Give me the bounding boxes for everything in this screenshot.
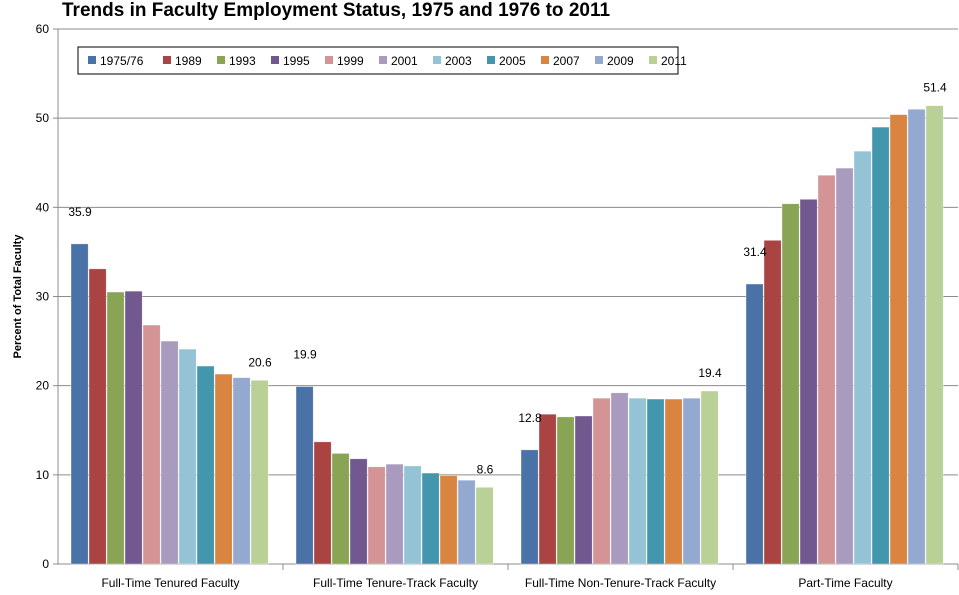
y-tick-label: 10: [36, 468, 50, 482]
bar: [556, 416, 575, 565]
data-label: 35.9: [68, 205, 92, 219]
bar: [745, 283, 764, 565]
chart-title: Trends in Faculty Employment Status, 197…: [62, 0, 611, 21]
bar: [520, 449, 539, 565]
data-label: 20.6: [248, 355, 272, 369]
legend-swatch: [379, 56, 387, 64]
legend-swatch: [163, 56, 171, 64]
legend-label: 2005: [499, 54, 526, 68]
bar: [457, 479, 476, 565]
bar: [628, 397, 647, 565]
legend-label: 2011: [661, 54, 687, 68]
bar: [907, 108, 926, 565]
bar: [88, 268, 107, 565]
data-label: 8.6: [477, 462, 494, 476]
legend-label: 1995: [283, 54, 310, 68]
bar: [70, 243, 89, 565]
legend-label: 2007: [553, 54, 580, 68]
bar: [124, 290, 143, 565]
legend-swatch: [595, 56, 603, 64]
bar: [889, 114, 908, 565]
bar: [538, 413, 557, 565]
bar: [232, 377, 251, 565]
bar: [106, 291, 125, 565]
y-tick-label: 30: [36, 290, 50, 304]
bar: [853, 150, 872, 565]
bar: [817, 174, 836, 565]
bar: [142, 324, 161, 565]
data-label: 31.4: [743, 245, 767, 259]
legend-label: 2001: [391, 54, 418, 68]
legend-label: 2009: [607, 54, 634, 68]
legend-swatch: [433, 56, 441, 64]
bar: [421, 472, 440, 565]
legend-swatch: [217, 56, 225, 64]
legend-swatch: [487, 56, 495, 64]
x-tick-label: Full-Time Non-Tenure-Track Faculty: [525, 576, 716, 590]
legend-swatch: [325, 56, 333, 64]
data-label: 19.9: [293, 348, 317, 362]
bar: [574, 415, 593, 565]
bar: [313, 441, 332, 565]
bar: [295, 386, 314, 565]
legend-swatch: [541, 56, 549, 64]
bar: [385, 463, 404, 565]
legend-label: 2003: [445, 54, 472, 68]
bar: [763, 240, 782, 565]
bar: [781, 203, 800, 565]
data-label: 51.4: [923, 81, 947, 95]
bar: [214, 373, 233, 565]
bar: [250, 380, 269, 565]
bar: [367, 466, 386, 565]
bar: [331, 453, 350, 565]
bar: [439, 475, 458, 565]
y-axis-label: Percent of Total Faculty: [12, 234, 24, 359]
bar: [196, 365, 215, 565]
bar: [925, 105, 944, 565]
y-tick-label: 50: [36, 111, 50, 125]
legend-swatch: [271, 56, 279, 64]
bar: [682, 397, 701, 565]
legend-swatch: [88, 56, 96, 64]
data-label: 19.4: [698, 366, 722, 380]
legend-label: 1975/76: [100, 54, 144, 68]
y-tick-label: 60: [36, 22, 50, 36]
bar: [664, 398, 683, 565]
bar: [592, 397, 611, 565]
x-tick-label: Full-Time Tenure-Track Faculty: [313, 576, 478, 590]
y-tick-label: 0: [42, 557, 49, 571]
bar: [646, 398, 665, 565]
bar: [178, 348, 197, 565]
bar: [871, 126, 890, 565]
bar: [799, 199, 818, 565]
legend-label: 1993: [229, 54, 256, 68]
bar: [403, 465, 422, 565]
bar: [349, 458, 368, 565]
bar: [610, 392, 629, 565]
x-tick-label: Part-Time Faculty: [798, 576, 892, 590]
y-tick-label: 20: [36, 379, 50, 393]
legend-label: 1999: [337, 54, 364, 68]
bar: [160, 340, 179, 565]
y-tick-label: 40: [36, 200, 50, 214]
data-label: 12.8: [518, 411, 542, 425]
legend: [77, 46, 679, 75]
legend-label: 1989: [175, 54, 202, 68]
bar: [835, 167, 854, 565]
bar: [475, 487, 494, 565]
x-tick-label: Full-Time Tenured Faculty: [101, 576, 239, 590]
bar: [700, 390, 719, 565]
legend-swatch: [649, 56, 657, 64]
